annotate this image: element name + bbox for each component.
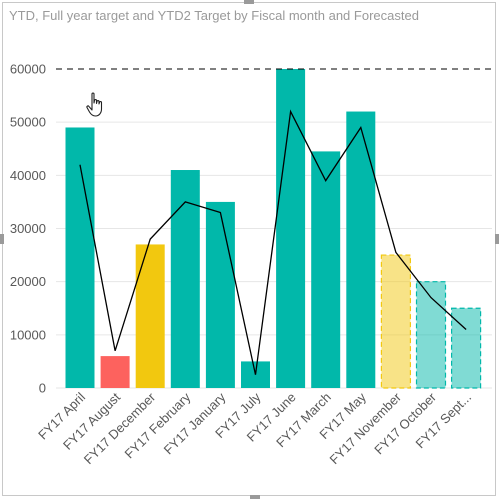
y-tick-label: 20000 bbox=[10, 274, 46, 289]
bar[interactable] bbox=[135, 244, 165, 388]
bar[interactable] bbox=[100, 356, 130, 388]
bar[interactable] bbox=[346, 111, 376, 389]
y-tick-label: 60000 bbox=[10, 62, 46, 77]
y-tick-label: 50000 bbox=[10, 115, 46, 130]
bar[interactable] bbox=[276, 69, 306, 388]
y-axis-ticks: 0 10000 20000 30000 40000 50000 60000 bbox=[10, 62, 46, 396]
y-tick-label: 40000 bbox=[10, 168, 46, 183]
line-series-layer bbox=[79, 109, 467, 375]
bar[interactable] bbox=[205, 201, 235, 388]
bars bbox=[65, 69, 482, 389]
bar[interactable] bbox=[311, 151, 341, 388]
y-tick-label: 0 bbox=[39, 381, 46, 396]
bar[interactable] bbox=[65, 127, 95, 388]
resize-handle-left[interactable] bbox=[0, 234, 4, 244]
bar[interactable] bbox=[170, 170, 200, 388]
chart-title: YTD, Full year target and YTD2 Target by… bbox=[9, 8, 419, 23]
line-series bbox=[79, 109, 467, 375]
bar[interactable] bbox=[415, 281, 447, 389]
hand-pointer-icon bbox=[86, 92, 106, 123]
resize-handle-right[interactable] bbox=[495, 234, 499, 244]
bar[interactable] bbox=[380, 254, 411, 389]
y-tick-label: 10000 bbox=[10, 327, 46, 342]
resize-handle-bottom[interactable] bbox=[250, 495, 260, 499]
y-tick-label: 30000 bbox=[10, 221, 46, 236]
resize-handle-top[interactable] bbox=[244, 0, 254, 4]
